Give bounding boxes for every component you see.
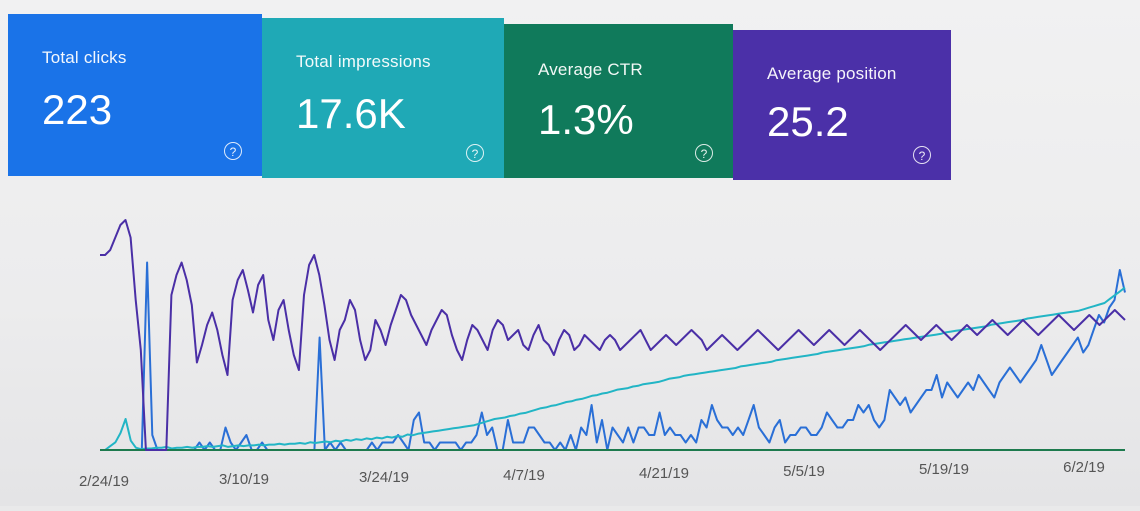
x-axis-ticks: 2/24/19 3/10/19 3/24/19 4/7/19 4/21/19 5/5/19…	[79, 459, 1105, 490]
help-icon[interactable]: ?	[466, 144, 484, 162]
metric-label: Total impressions	[296, 52, 431, 71]
x-tick-label: 3/24/19	[359, 469, 409, 486]
x-tick-label: 6/2/19	[1063, 459, 1105, 476]
metric-value: 25.2	[767, 98, 849, 145]
chart-lines	[100, 219, 1126, 451]
performance-chart[interactable]: 2/24/19 3/10/19 3/24/19 4/7/19 4/21/19 5/5/19…	[0, 180, 1140, 506]
x-tick-label: 4/7/19	[503, 467, 545, 484]
help-icon[interactable]: ?	[913, 146, 931, 164]
metric-card-average-ctr[interactable]: Average CTR 1.3% ?	[504, 24, 733, 178]
x-tick-label: 5/5/19	[783, 463, 825, 480]
metric-label: Average position	[767, 64, 897, 83]
series-line-clicks	[100, 261, 1126, 451]
metric-value: 17.6K	[296, 90, 406, 137]
metric-label: Average CTR	[538, 60, 643, 79]
metric-value: 223	[42, 86, 113, 133]
metric-card-total-impressions[interactable]: Total impressions 17.6K ?	[262, 18, 504, 178]
help-icon[interactable]: ?	[695, 144, 713, 162]
x-tick-label: 2/24/19	[79, 473, 129, 490]
x-tick-label: 4/21/19	[639, 465, 689, 482]
metric-card-total-clicks[interactable]: Total clicks 223 ?	[8, 14, 262, 176]
help-icon[interactable]: ?	[224, 142, 242, 160]
series-line-position	[100, 219, 1126, 451]
metric-label: Total clicks	[42, 48, 127, 67]
x-tick-label: 3/10/19	[219, 471, 269, 488]
x-tick-label: 5/19/19	[919, 461, 969, 478]
metric-card-average-position[interactable]: Average position 25.2 ?	[733, 30, 951, 180]
series-line-impressions	[100, 286, 1126, 451]
metric-value: 1.3%	[538, 96, 634, 143]
performance-chart-svg: 2/24/19 3/10/19 3/24/19 4/7/19 4/21/19 5/5/19…	[79, 219, 1126, 490]
